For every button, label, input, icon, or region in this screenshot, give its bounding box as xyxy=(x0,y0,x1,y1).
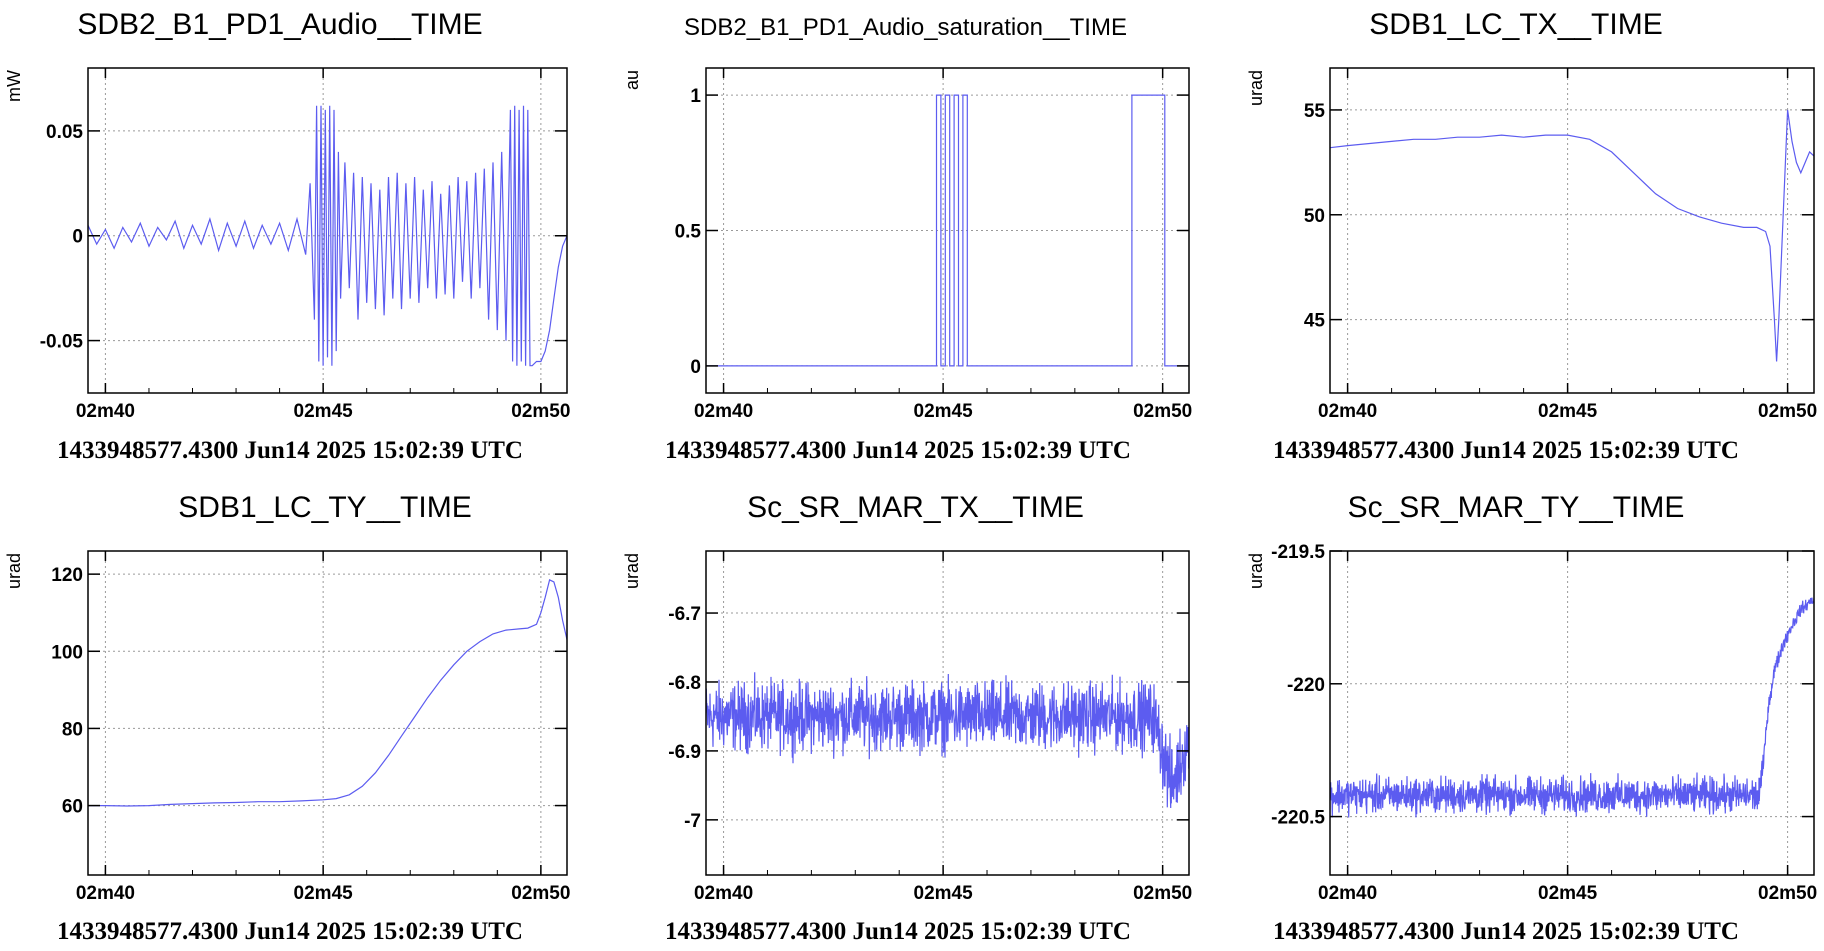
timestamp-footer: 1433948577.4300 Jun14 2025 15:02:39 UTC xyxy=(1273,437,1739,464)
x-tick-label: 02m50 xyxy=(511,401,570,422)
y-tick-label: -0.05 xyxy=(40,332,84,353)
plot-frame xyxy=(705,550,1190,876)
x-tick-label: 02m50 xyxy=(1133,883,1192,904)
series-line xyxy=(706,672,1189,809)
y-tick-label: 0 xyxy=(690,357,701,378)
x-tick-label: 02m50 xyxy=(1133,401,1192,422)
y-tick-label: 0.05 xyxy=(46,122,83,143)
timestamp-footer: 1433948577.4300 Jun14 2025 15:02:39 UTC xyxy=(665,918,1131,945)
chart-title: SDB2_B1_PD1_Audio__TIME xyxy=(77,8,483,41)
y-axis-label: urad xyxy=(622,553,642,589)
y-axis-label: urad xyxy=(1246,70,1266,106)
series-line xyxy=(88,579,567,807)
y-tick-label: 1 xyxy=(690,86,701,107)
y-tick-label: -6.9 xyxy=(668,742,701,763)
y-tick-label: -7 xyxy=(684,811,701,832)
chart-title: Sc_SR_MAR_TX__TIME xyxy=(747,491,1084,524)
x-tick-label: 02m45 xyxy=(294,883,354,904)
y-axis-label: urad xyxy=(4,553,24,589)
plot-frame xyxy=(87,550,568,876)
y-tick-label: -220.5 xyxy=(1271,808,1325,829)
y-tick-label: -220 xyxy=(1287,675,1325,696)
plot-area: 02m40 02m45 02m50 120 100 80 60 urad xyxy=(4,550,570,904)
series-line xyxy=(88,105,567,367)
chart-panel-mar-ty: Sc_SR_MAR_TY__TIME 02m40 02m45 02m50 -219.5… xyxy=(1216,475,1824,951)
chart-panel-audio-saturation: SDB2_B1_PD1_Audio_saturation__TIME 02m40… xyxy=(608,0,1216,475)
x-tick-label: 02m40 xyxy=(694,401,753,422)
y-tick-label: 55 xyxy=(1304,101,1326,122)
plot-frame xyxy=(1329,550,1815,876)
timestamp-footer: 1433948577.4300 Jun14 2025 15:02:39 UTC xyxy=(1273,918,1739,945)
y-axis-label: urad xyxy=(1246,553,1266,589)
chart-panel-lc-tx: SDB1_LC_TX__TIME 02m40 02m45 02m50 55 50 45 ur… xyxy=(1216,0,1824,475)
series-line xyxy=(706,94,1189,367)
plot-area: 02m40 02m45 02m50 -6.7 -6.8 -6.9 -7 urad xyxy=(622,550,1192,904)
chart-panel-mar-tx: Sc_SR_MAR_TX__TIME 02m40 02m45 02m50 -6.7 -6… xyxy=(608,475,1216,951)
x-tick-label: 02m40 xyxy=(1318,401,1377,422)
plot-area: 02m40 02m45 02m50 0.05 0 -0.05 mW xyxy=(4,67,570,422)
timestamp-footer: 1433948577.4300 Jun14 2025 15:02:39 UTC xyxy=(57,918,523,945)
series-line xyxy=(1330,109,1814,362)
series-line xyxy=(1330,597,1814,818)
chart-panel-audio: SDB2_B1_PD1_Audio__TIME 02m40 02m45 02m50 0… xyxy=(0,0,608,475)
plot-area: 02m40 02m45 02m50 1 0.5 0 au xyxy=(622,67,1192,422)
timestamp-footer: 1433948577.4300 Jun14 2025 15:02:39 UTC xyxy=(665,437,1131,464)
plot-frame xyxy=(1329,67,1815,394)
x-tick-label: 02m50 xyxy=(1758,401,1817,422)
x-tick-label: 02m40 xyxy=(76,883,135,904)
x-tick-label: 02m40 xyxy=(1318,883,1377,904)
chart-panel-lc-ty: SDB1_LC_TY__TIME 02m40 02m45 02m50 120 100 80… xyxy=(0,475,608,951)
plot-frame xyxy=(87,67,568,394)
timestamp-footer: 1433948577.4300 Jun14 2025 15:02:39 UTC xyxy=(57,437,523,464)
y-tick-label: 100 xyxy=(51,642,83,663)
x-tick-label: 02m45 xyxy=(914,401,974,422)
x-tick-label: 02m45 xyxy=(914,883,974,904)
plot-area: 02m40 02m45 02m50 55 50 45 urad xyxy=(1246,67,1817,422)
y-tick-label: -6.8 xyxy=(668,673,701,694)
y-axis-label: mW xyxy=(4,70,24,102)
chart-title: SDB2_B1_PD1_Audio_saturation__TIME xyxy=(684,14,1127,41)
y-tick-label: 50 xyxy=(1304,206,1325,227)
x-tick-label: 02m40 xyxy=(694,883,753,904)
y-tick-label: -6.7 xyxy=(668,604,701,625)
y-tick-label: 120 xyxy=(51,565,83,586)
y-tick-label: 60 xyxy=(62,797,83,818)
y-axis-label: au xyxy=(622,70,642,90)
y-tick-label: 0.5 xyxy=(675,222,702,243)
x-tick-label: 02m50 xyxy=(511,883,570,904)
x-tick-label: 02m45 xyxy=(294,401,354,422)
y-tick-label: 0 xyxy=(72,227,83,248)
x-tick-label: 02m40 xyxy=(76,401,135,422)
y-tick-label: 80 xyxy=(62,719,83,740)
x-tick-label: 02m45 xyxy=(1538,883,1598,904)
chart-title: SDB1_LC_TX__TIME xyxy=(1369,8,1663,41)
plot-area: 02m40 02m45 02m50 -219.5 -220 -220.5 urad xyxy=(1246,542,1817,904)
chart-title: Sc_SR_MAR_TY__TIME xyxy=(1347,491,1685,524)
y-tick-label: -219.5 xyxy=(1271,542,1325,563)
x-tick-label: 02m45 xyxy=(1538,401,1598,422)
x-tick-label: 02m50 xyxy=(1758,883,1817,904)
y-tick-label: 45 xyxy=(1304,311,1326,332)
chart-title: SDB1_LC_TY__TIME xyxy=(178,491,472,524)
